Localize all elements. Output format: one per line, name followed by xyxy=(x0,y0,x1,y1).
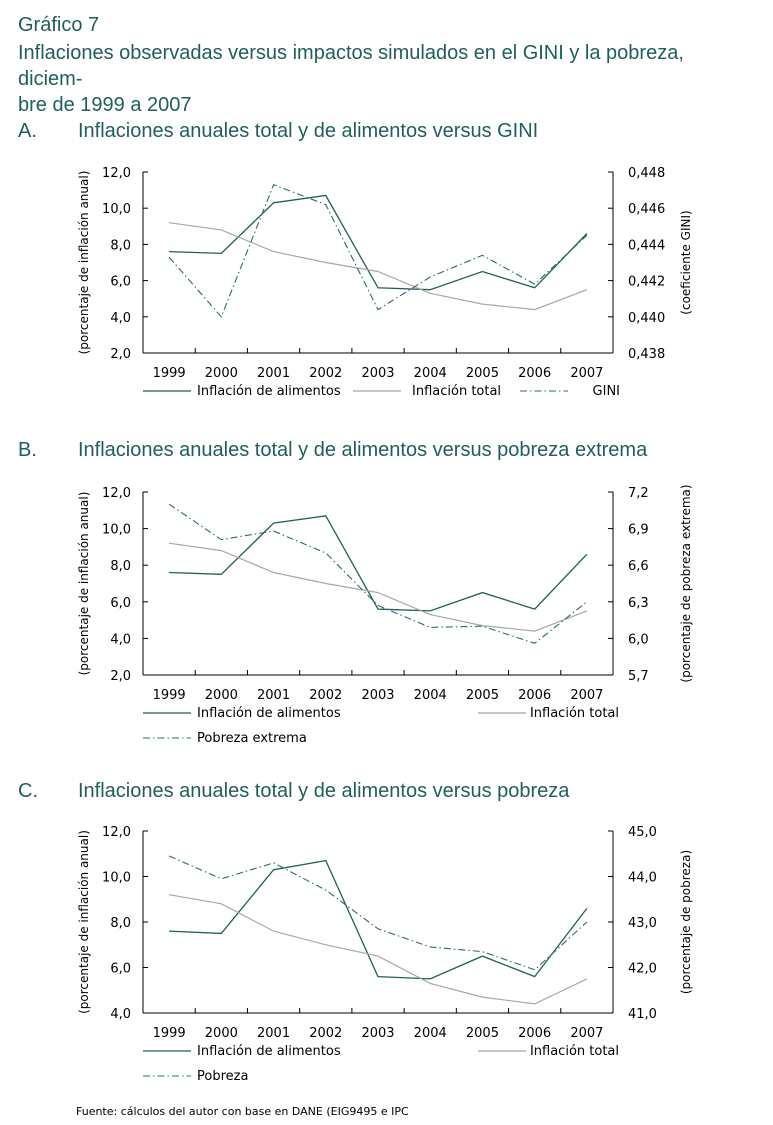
x-tick-label: 2003 xyxy=(361,688,394,703)
figure-label: Gráfico 7 xyxy=(18,14,100,36)
right-tick-label: 6,9 xyxy=(628,523,649,538)
left-tick-label: 2,0 xyxy=(110,347,131,362)
panel-a-letter: A. xyxy=(18,120,37,142)
right-tick-label: 42,0 xyxy=(628,962,657,977)
series-line-pobreza xyxy=(168,855,588,971)
x-tick-label: 2003 xyxy=(361,366,394,381)
right-tick-label: 6,3 xyxy=(628,596,649,611)
left-tick-label: 10,0 xyxy=(102,202,131,217)
left-tick-label: 6,0 xyxy=(110,596,131,611)
legend-label-pobreza: Pobreza xyxy=(197,1069,248,1084)
left-axis-title: (porcentaje de inflación anual) xyxy=(77,492,91,676)
series-line-inflacion-de-alimentos xyxy=(169,859,588,980)
legend-label-inflacion-total: Inflación total xyxy=(530,1044,619,1059)
x-tick-label: 2001 xyxy=(257,688,290,703)
left-tick-label: 4,0 xyxy=(110,311,131,326)
right-axis-title: (porcentaje de pobreza extrema) xyxy=(679,484,693,682)
right-tick-label: 7,2 xyxy=(628,486,649,501)
series-line-inflacion-de-alimentos xyxy=(169,515,588,612)
right-tick-label: 5,7 xyxy=(628,669,649,684)
x-tick-label: 2003 xyxy=(361,1026,394,1041)
x-tick-label: 2000 xyxy=(205,688,238,703)
legend-label-inflacion-de-alimentos: Inflación de alimentos xyxy=(197,384,341,399)
panel-b-letter: B. xyxy=(18,439,37,461)
panel-b-title: Inflaciones anuales total y de alimentos… xyxy=(78,439,648,461)
x-tick-label: 1999 xyxy=(153,1026,186,1041)
right-tick-label: 0,440 xyxy=(628,311,665,326)
chart-panel-b: 2,0 4,0 6,0 8,0 10,0 12,0 5,7 6,0 6,3 6,6 6,9 7,2 19… xyxy=(77,484,693,746)
chart-panel-c: 4,0 6,0 8,0 10,0 12,0 41,0 42,0 43,0 44,0 45,0 199… xyxy=(77,825,693,1084)
right-tick-label: 0,442 xyxy=(628,275,665,290)
x-tick-label: 2005 xyxy=(466,1026,499,1041)
x-tick-label: 2006 xyxy=(518,1026,551,1041)
series-line-gini xyxy=(168,183,588,318)
left-tick-label: 2,0 xyxy=(110,669,131,684)
x-tick-label: 2005 xyxy=(466,366,499,381)
right-tick-label: 0,438 xyxy=(628,347,665,362)
x-tick-label: 2002 xyxy=(309,688,342,703)
right-tick-label: 0,446 xyxy=(628,202,665,217)
figure-title: Inflaciones observadas versus impactos s… xyxy=(18,40,748,118)
right-axis-title: (porcentaje de pobreza) xyxy=(679,850,693,994)
left-tick-label: 6,0 xyxy=(110,962,131,977)
left-tick-label: 12,0 xyxy=(102,825,131,840)
x-tick-label: 2004 xyxy=(414,688,447,703)
left-tick-label: 8,0 xyxy=(110,916,131,931)
left-tick-label: 6,0 xyxy=(110,275,131,290)
legend-label-inflacion-de-alimentos: Inflación de alimentos xyxy=(197,706,341,721)
x-tick-label: 2002 xyxy=(309,366,342,381)
x-tick-label: 2000 xyxy=(205,366,238,381)
series-line-inflacion-de-alimentos xyxy=(169,194,588,291)
figure-title-line2: bre de 1999 a 2007 xyxy=(18,94,192,116)
right-tick-label: 6,0 xyxy=(628,632,649,647)
right-tick-label: 43,0 xyxy=(628,916,657,931)
panel-c-letter: C. xyxy=(18,780,38,802)
legend-label-gini: GINI xyxy=(593,384,620,399)
left-axis-title: (porcentaje de inflación anual) xyxy=(77,830,91,1014)
right-tick-label: 0,444 xyxy=(628,238,665,253)
right-tick-label: 45,0 xyxy=(628,825,657,840)
x-tick-label: 2001 xyxy=(257,1026,290,1041)
right-tick-label: 41,0 xyxy=(628,1007,657,1022)
right-tick-label: 6,6 xyxy=(628,559,649,574)
x-tick-label: 2005 xyxy=(466,688,499,703)
x-tick-label: 2007 xyxy=(570,688,603,703)
panel-c-title: Inflaciones anuales total y de alimentos… xyxy=(78,780,570,802)
x-tick-label: 2006 xyxy=(518,688,551,703)
legend-label-pobreza-extrema: Pobreza extrema xyxy=(197,731,307,746)
x-tick-label: 2007 xyxy=(570,366,603,381)
left-tick-label: 8,0 xyxy=(110,238,131,253)
right-tick-label: 0,448 xyxy=(628,166,665,181)
figure-title-line1: Inflaciones observadas versus impactos s… xyxy=(18,42,684,90)
left-axis-title: (porcentaje de inflación anual) xyxy=(77,171,91,355)
x-tick-label: 2002 xyxy=(309,1026,342,1041)
panel-a-title: Inflaciones anuales total y de alimentos… xyxy=(78,120,539,142)
left-tick-label: 4,0 xyxy=(110,632,131,647)
chart-panel-a: 2,0 4,0 6,0 8,0 10,0 12,0 0,438 0,440 0,442 0,444… xyxy=(77,166,693,399)
x-tick-label: 1999 xyxy=(153,366,186,381)
left-tick-label: 12,0 xyxy=(102,166,131,181)
x-tick-label: 2006 xyxy=(518,366,551,381)
legend-label-inflacion-de-alimentos: Inflación de alimentos xyxy=(197,1044,341,1059)
source-note: Fuente: cálculos del autor con base en D… xyxy=(76,1105,409,1118)
left-tick-label: 8,0 xyxy=(110,559,131,574)
legend-label-inflacion-total: Inflación total xyxy=(412,384,501,399)
x-tick-label: 1999 xyxy=(153,688,186,703)
x-tick-label: 2004 xyxy=(414,1026,447,1041)
left-tick-label: 10,0 xyxy=(102,871,131,886)
left-tick-label: 12,0 xyxy=(102,486,131,501)
x-tick-label: 2001 xyxy=(257,366,290,381)
series-line-pobreza-extrema xyxy=(168,503,588,644)
x-tick-label: 2000 xyxy=(205,1026,238,1041)
series-line-inflacion-total xyxy=(168,894,588,1005)
right-tick-label: 44,0 xyxy=(628,871,657,886)
right-axis-title: (coeficiente GINI) xyxy=(679,210,693,314)
left-tick-label: 4,0 xyxy=(110,1007,131,1022)
legend-label-inflacion-total: Inflación total xyxy=(530,706,619,721)
series-line-inflacion-total xyxy=(169,222,588,311)
x-tick-label: 2004 xyxy=(414,366,447,381)
left-tick-label: 10,0 xyxy=(102,523,131,538)
series-line-inflacion-total xyxy=(169,542,588,632)
x-tick-label: 2007 xyxy=(570,1026,603,1041)
